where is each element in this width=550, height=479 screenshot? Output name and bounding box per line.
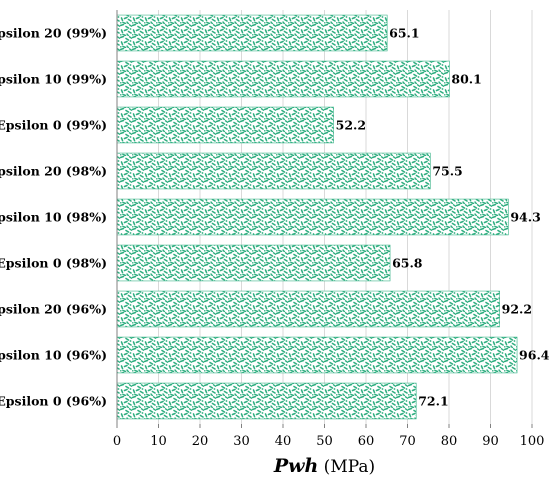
category-label: Epsilon 20 (98%) — [0, 164, 107, 179]
category-label: Epsilon 20 (96%) — [0, 302, 107, 317]
category-label: Epsilon 20 (99%) — [0, 26, 107, 41]
x-tick-label: 0 — [113, 434, 121, 449]
bars — [116, 14, 518, 420]
category-label: Epsilon 10 (99%) — [0, 72, 107, 87]
x-tick-label: 40 — [275, 434, 292, 449]
value-label: 65.1 — [389, 26, 419, 41]
value-label: 96.4 — [519, 348, 550, 363]
value-label: 52.2 — [336, 118, 366, 133]
x-axis-unit: (MPa) — [318, 457, 375, 477]
bar — [116, 152, 431, 190]
category-label: Epsilon 0 (98%) — [0, 256, 107, 271]
x-axis-variable: Pwh — [273, 455, 318, 477]
value-label: 75.5 — [432, 164, 462, 179]
bar — [116, 382, 417, 420]
category-label: Epsilon 10 (98%) — [0, 210, 107, 225]
x-tick-label: 100 — [520, 434, 545, 449]
bar — [116, 60, 450, 98]
x-tick-label: 20 — [192, 434, 209, 449]
x-tick-labels: 0 10 20 30 40 50 60 70 80 90 100 — [113, 434, 545, 449]
bar — [116, 290, 500, 328]
category-label: Epsilon 0 (99%) — [0, 118, 107, 133]
x-tick-label: 50 — [316, 434, 333, 449]
value-label: 80.1 — [451, 72, 481, 87]
x-axis-title: Pwh (MPa) — [273, 455, 375, 477]
value-label: 72.1 — [418, 394, 448, 409]
category-label: Epsilon 0 (96%) — [0, 394, 107, 409]
x-tick-label: 80 — [441, 434, 458, 449]
value-label: 65.8 — [392, 256, 423, 271]
category-labels: Epsilon 20 (99%) Epsilon 10 (99%) Epsilon … — [0, 26, 107, 409]
bar — [116, 336, 518, 374]
bar — [116, 14, 388, 52]
bar — [116, 198, 509, 236]
bar — [116, 244, 391, 282]
x-tick-label: 90 — [482, 434, 499, 449]
x-tick-label: 10 — [150, 434, 167, 449]
bar — [116, 106, 334, 144]
x-tick-label: 70 — [399, 434, 416, 449]
x-tick-label: 30 — [233, 434, 250, 449]
value-label: 94.3 — [510, 210, 540, 225]
value-labels: 65.1 80.1 52.2 75.5 94.3 65.8 92.2 96.4 72.1 — [336, 26, 550, 409]
value-label: 92.2 — [502, 302, 532, 317]
x-tick-label: 60 — [358, 434, 375, 449]
category-label: Epsilon 10 (96%) — [0, 348, 107, 363]
